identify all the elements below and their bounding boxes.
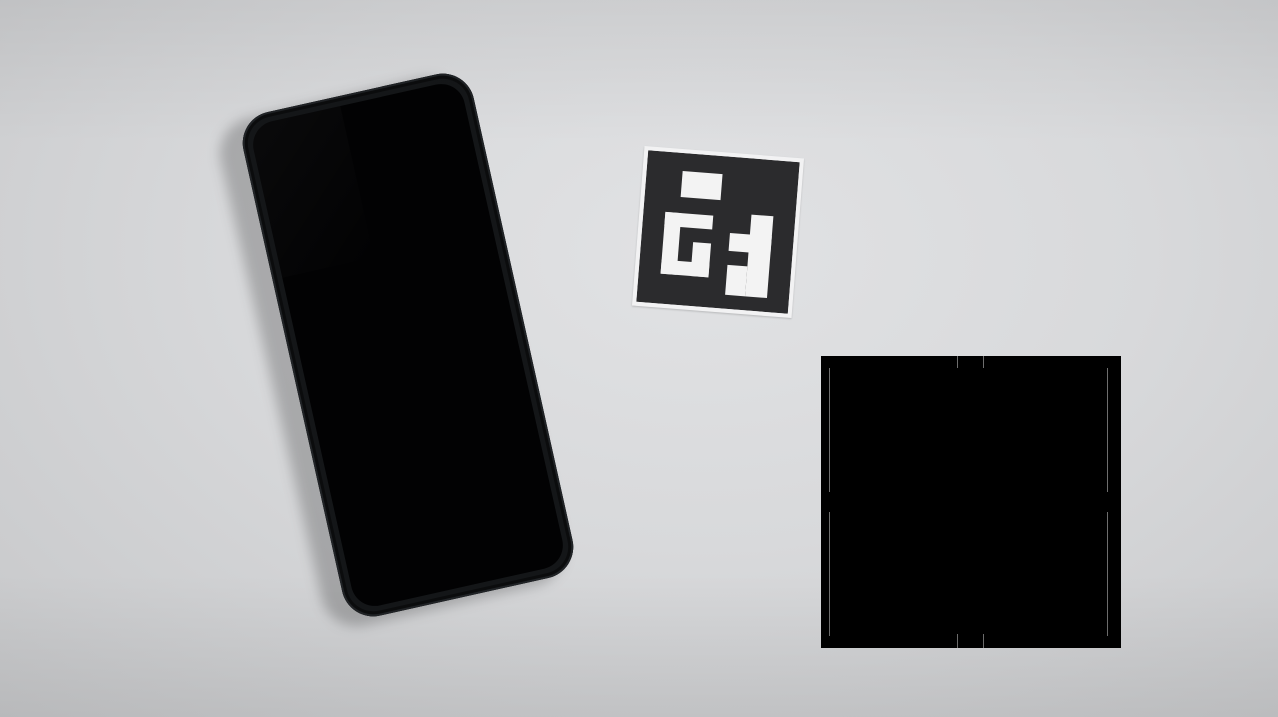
smartphone bbox=[236, 67, 580, 623]
redaction-artifact-line bbox=[1107, 368, 1108, 492]
fiducial-marker-pattern bbox=[636, 150, 800, 314]
marker-cell bbox=[728, 232, 772, 255]
marker-cell bbox=[725, 264, 748, 297]
redaction-artifact-line bbox=[829, 512, 830, 636]
redaction-artifact-line bbox=[957, 356, 958, 368]
redaction-artifact-line bbox=[983, 356, 984, 368]
redaction-artifact-line bbox=[829, 368, 830, 492]
fiducial-marker bbox=[631, 145, 805, 319]
redaction-artifact-line bbox=[957, 634, 958, 648]
marker-cell bbox=[680, 171, 723, 201]
redacted-region bbox=[821, 356, 1121, 648]
redaction-artifact-line bbox=[1107, 512, 1108, 636]
marker-cell bbox=[660, 211, 682, 275]
redaction-artifact-line bbox=[983, 634, 984, 648]
marker-cell bbox=[690, 242, 712, 278]
